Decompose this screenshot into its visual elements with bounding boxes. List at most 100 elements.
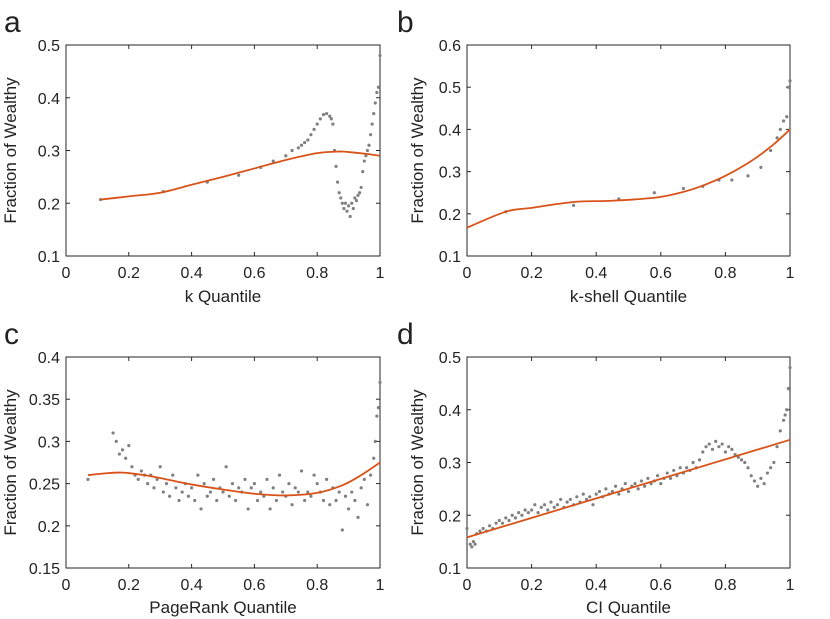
data-point [720, 442, 724, 446]
data-point [375, 414, 379, 418]
data-point [177, 498, 181, 503]
data-point [367, 143, 371, 147]
y-tick-label: 0.1 [38, 249, 60, 266]
y-tick-label: 0.3 [439, 456, 461, 473]
data-point [356, 193, 360, 197]
data-point [704, 445, 708, 449]
y-tick-label: 0.3 [38, 434, 60, 451]
data-point [710, 447, 715, 451]
data-point [542, 503, 547, 507]
data-point [359, 486, 363, 490]
data-point [243, 477, 247, 481]
y-axis-label: Fraction of Wealthy [408, 77, 427, 224]
data-point [237, 173, 241, 177]
panel-letter: c [4, 318, 19, 351]
data-point [536, 511, 540, 515]
data-point [246, 507, 250, 511]
x-axis-label: k-shell Quantile [570, 287, 687, 306]
data-point [365, 503, 370, 507]
data-point [312, 473, 316, 477]
data-point [691, 460, 695, 465]
data-point [788, 79, 792, 83]
y-tick-label: 0.2 [439, 508, 461, 525]
fit-line [466, 438, 791, 539]
data-point [659, 482, 663, 486]
y-axis-label: Fraction of Wealthy [1, 389, 20, 536]
data-point [249, 486, 253, 490]
data-point [193, 498, 197, 503]
x-tick-label: 0.8 [306, 577, 328, 594]
y-tick-label: 0.2 [439, 207, 461, 224]
data-point [372, 456, 376, 460]
data-point [139, 469, 143, 473]
data-point [208, 490, 213, 494]
data-point [597, 489, 602, 494]
data-point [361, 170, 365, 174]
data-point [290, 148, 294, 153]
data-point [613, 484, 618, 488]
data-point [494, 521, 498, 525]
data-point [746, 174, 750, 178]
data-point [362, 159, 366, 163]
data-point [568, 497, 572, 502]
data-point [785, 408, 789, 412]
data-point [365, 148, 370, 153]
data-point [152, 486, 156, 490]
data-point [465, 526, 469, 531]
data-point [714, 439, 718, 443]
x-tick-label: 0.2 [118, 265, 140, 282]
data-point [190, 486, 194, 490]
x-tick-label: 0.2 [520, 577, 542, 594]
data-point [127, 444, 131, 448]
data-point [552, 505, 556, 509]
y-tick-label: 0.2 [38, 196, 60, 213]
data-point [202, 482, 206, 486]
axes-frame [65, 356, 381, 569]
data-point [759, 165, 763, 169]
x-tick-label: 0.8 [714, 265, 736, 282]
data-point [730, 447, 734, 451]
data-point [743, 460, 747, 465]
data-point [481, 526, 485, 531]
y-tick-label: 0.5 [439, 80, 461, 97]
data-point [342, 206, 346, 211]
data-point [470, 545, 474, 549]
y-tick-label: 0.4 [38, 350, 60, 367]
data-point [746, 466, 750, 470]
data-point [120, 448, 125, 452]
panel-a: a 0 0.2 0.4 0.6 0.8 1 0.1 0.2 0.3 0.4 0.5 k Quantile… [1, 6, 385, 306]
data-point [376, 406, 381, 410]
data-point [287, 482, 291, 486]
fit-line [87, 461, 381, 497]
y-tick-label: 0.3 [439, 165, 461, 182]
x-tick-label: 0.2 [118, 577, 140, 594]
data-point [488, 524, 492, 528]
data-point [775, 136, 779, 140]
data-point [717, 445, 721, 449]
y-axis-label: Fraction of Wealthy [408, 389, 427, 536]
data-point [504, 516, 508, 520]
data-point [769, 148, 773, 153]
fit-line [100, 150, 381, 201]
x-tick-label: 1 [376, 577, 385, 594]
data-point [517, 511, 521, 515]
x-axis-label: PageRank Quantile [149, 598, 296, 617]
y-tick-label: 0.4 [439, 403, 461, 420]
x-tick-label: 0.4 [180, 577, 202, 594]
y-tick-label: 0.6 [439, 38, 461, 55]
data-point [252, 482, 256, 486]
x-tick-label: 0.4 [585, 265, 607, 282]
y-tick-label: 0.5 [439, 350, 461, 367]
data-point [652, 191, 656, 195]
y-tick-label: 0.1 [439, 561, 461, 578]
data-point [281, 490, 285, 494]
data-point [530, 508, 534, 512]
data-point [303, 498, 307, 503]
data-point [315, 122, 319, 126]
data-point [727, 445, 731, 449]
data-point [343, 494, 348, 498]
data-point [701, 450, 705, 454]
data-point [581, 492, 585, 496]
data-point [368, 133, 373, 137]
data-point [337, 191, 341, 195]
